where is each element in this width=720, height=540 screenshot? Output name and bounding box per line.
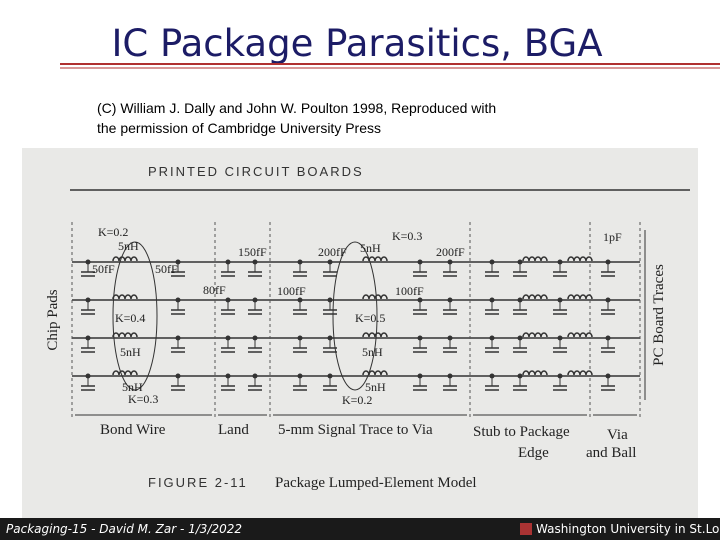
component-label: 5nH xyxy=(118,239,139,253)
footer-right: Washington University in St.Louis xyxy=(536,522,720,536)
component-label: K=0.3 xyxy=(392,229,422,243)
inductor xyxy=(362,256,388,262)
section-label: Land xyxy=(218,422,249,438)
section-label: 5-mm Signal Trace to Via xyxy=(278,422,433,438)
section-label: Edge xyxy=(518,445,549,461)
component-label: 5nH xyxy=(122,380,143,394)
component-label: 5nH xyxy=(365,380,386,394)
inductor xyxy=(567,370,593,376)
component-label: 80fF xyxy=(203,283,226,297)
axis-left-label: Chip Pads xyxy=(45,289,61,350)
section-label: Bond Wire xyxy=(100,422,166,438)
component-label: K=0.5 xyxy=(355,311,385,325)
credit-line: (C) William J. Dally and John W. Poulton… xyxy=(97,100,496,116)
inductor xyxy=(567,256,593,262)
component-label: 200fF xyxy=(436,245,465,259)
section-label: and Ball xyxy=(586,445,636,461)
inductor xyxy=(362,332,388,338)
component-label: K=0.2 xyxy=(98,225,128,239)
inductor xyxy=(112,332,138,338)
component-label: 5nH xyxy=(360,241,381,255)
inductor xyxy=(522,332,548,338)
inductor xyxy=(567,332,593,338)
inductor xyxy=(112,370,138,376)
component-label: 5nH xyxy=(120,345,141,359)
logo-shield xyxy=(520,523,532,535)
section-label: Via xyxy=(607,427,628,443)
component-label: K=0.3 xyxy=(128,392,158,406)
component-label: 200fF xyxy=(318,245,347,259)
coupling-loop xyxy=(332,241,378,391)
component-label: 1pF xyxy=(603,230,622,244)
coupling-loop xyxy=(112,241,158,391)
footer-left: Packaging-15 - David M. Zar - 1/3/2022 xyxy=(6,522,242,536)
component-label: 100fF xyxy=(395,284,424,298)
inductor xyxy=(522,256,548,262)
inductor xyxy=(567,294,593,300)
component-label: 150fF xyxy=(238,245,267,259)
inductor xyxy=(362,370,388,376)
figure-heading: PRINTED CIRCUIT BOARDS xyxy=(148,164,364,179)
component-label: K=0.2 xyxy=(342,393,372,407)
axis-right-label: PC Board Traces xyxy=(651,264,667,366)
inductor xyxy=(112,294,138,300)
component-label: 5nH xyxy=(362,345,383,359)
slide-title: IC Package Parasitics, BGA xyxy=(111,22,602,65)
component-label: K=0.4 xyxy=(115,311,145,325)
component-label: 50fF xyxy=(92,262,115,276)
footer-bar xyxy=(0,518,720,540)
caption-number: FIGURE 2-11 xyxy=(148,475,248,490)
section-label: Stub to Package xyxy=(473,424,570,440)
inductor xyxy=(522,370,548,376)
component-label: 50fF xyxy=(155,262,178,276)
credit-line: the permission of Cambridge University P… xyxy=(97,120,381,136)
inductor xyxy=(362,294,388,300)
component-label: 100fF xyxy=(277,284,306,298)
inductor xyxy=(522,294,548,300)
caption-title: Package Lumped-Element Model xyxy=(275,475,477,491)
inductor xyxy=(112,256,138,262)
